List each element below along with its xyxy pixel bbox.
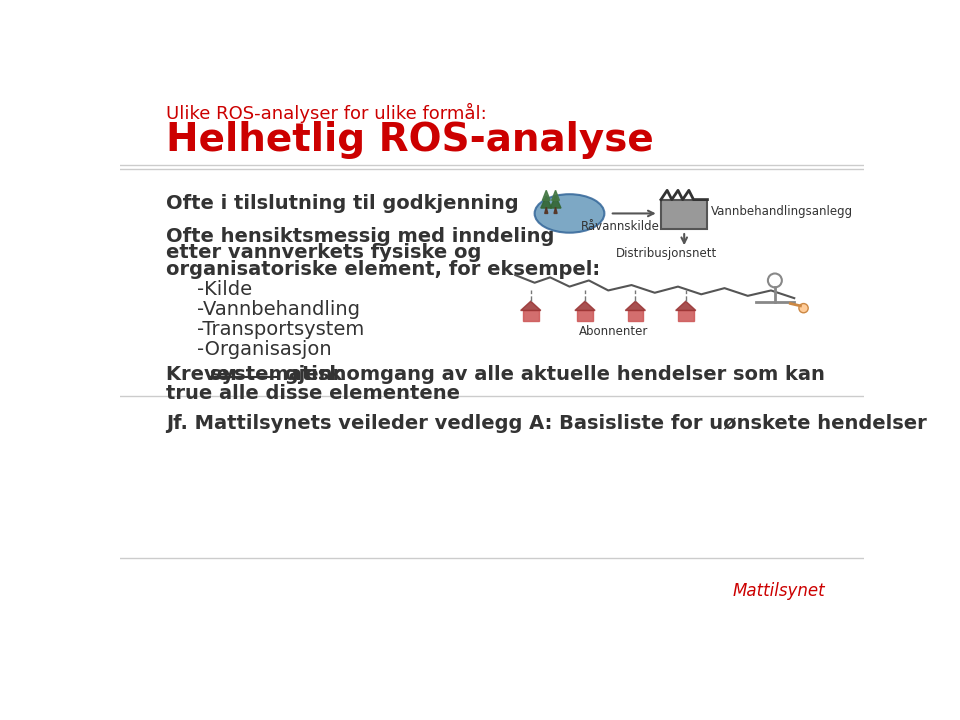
Polygon shape <box>540 196 552 208</box>
Text: Ofte hensiktsmessig med inndeling: Ofte hensiktsmessig med inndeling <box>166 227 555 246</box>
Polygon shape <box>554 207 557 213</box>
Polygon shape <box>678 310 693 321</box>
Bar <box>660 199 708 229</box>
Text: Abonnenter: Abonnenter <box>579 325 648 338</box>
Text: -Kilde: -Kilde <box>198 280 252 300</box>
Text: -Organisasjon: -Organisasjon <box>198 341 332 359</box>
Text: Distribusjonsnett: Distribusjonsnett <box>616 247 717 260</box>
Polygon shape <box>552 190 560 200</box>
Text: Råvannskilde: Råvannskilde <box>581 220 660 233</box>
Text: true alle disse elementene: true alle disse elementene <box>166 384 461 402</box>
Polygon shape <box>625 301 645 310</box>
Polygon shape <box>523 310 539 321</box>
Text: -Vannbehandling: -Vannbehandling <box>198 300 361 320</box>
Polygon shape <box>628 310 643 321</box>
Text: Vannbehandlingsanlegg: Vannbehandlingsanlegg <box>710 204 852 217</box>
Circle shape <box>799 304 808 312</box>
Polygon shape <box>520 301 540 310</box>
Text: Ofte i tilslutning til godkjenning: Ofte i tilslutning til godkjenning <box>166 194 519 213</box>
Text: Krever: Krever <box>166 365 247 384</box>
Text: gjennomgang av alle aktuelle hendelser som kan: gjennomgang av alle aktuelle hendelser s… <box>278 365 825 384</box>
Polygon shape <box>544 207 548 213</box>
Text: Ulike ROS-analyser for ulike formål:: Ulike ROS-analyser for ulike formål: <box>166 103 488 123</box>
Text: organisatoriske element, for eksempel:: organisatoriske element, for eksempel: <box>166 261 601 279</box>
Polygon shape <box>676 301 696 310</box>
Polygon shape <box>575 301 595 310</box>
Text: Mattilsynet: Mattilsynet <box>732 582 826 600</box>
Ellipse shape <box>535 194 605 233</box>
Polygon shape <box>577 310 592 321</box>
Polygon shape <box>542 190 550 200</box>
Text: Helhetlig ROS-analyse: Helhetlig ROS-analyse <box>166 121 655 159</box>
Text: etter vannverkets fysiske og: etter vannverkets fysiske og <box>166 243 482 263</box>
Text: -Transportsystem: -Transportsystem <box>198 320 365 339</box>
Text: systematisk: systematisk <box>210 365 342 384</box>
Polygon shape <box>550 196 561 208</box>
Text: Jf. Mattilsynets veileder vedlegg A: Basisliste for uønskete hendelser: Jf. Mattilsynets veileder vedlegg A: Bas… <box>166 414 927 433</box>
